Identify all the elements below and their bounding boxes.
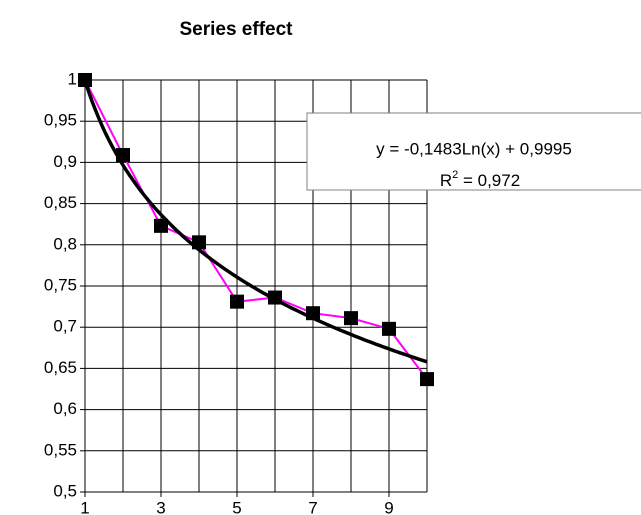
marker xyxy=(192,235,206,250)
x-tick-label: 3 xyxy=(156,498,165,515)
marker xyxy=(420,372,434,387)
r2-part: R xyxy=(440,171,452,190)
x-tick-label: 7 xyxy=(308,498,317,515)
trendline-label-box xyxy=(306,112,641,191)
marker xyxy=(268,290,282,305)
marker xyxy=(382,321,396,336)
y-tick-label: 0,95 xyxy=(44,111,77,130)
marker xyxy=(306,306,320,321)
marker xyxy=(78,73,92,87)
marker xyxy=(154,218,168,233)
y-tick-label: 0,65 xyxy=(44,358,77,377)
marker xyxy=(116,147,130,162)
trendline xyxy=(83,79,428,364)
y-tick-label: 1 xyxy=(68,69,77,88)
y-tick-label: 0,55 xyxy=(44,440,77,459)
y-tick-label: 0,7 xyxy=(53,317,77,336)
marker xyxy=(344,311,358,326)
x-tick-label: 5 xyxy=(232,498,241,515)
x-tick-label: 1 xyxy=(80,498,89,515)
x-tick-label: 9 xyxy=(384,498,393,515)
y-tick-label: 0,6 xyxy=(53,399,77,418)
r2-part: 2 xyxy=(452,169,458,181)
y-tick-label: 0,8 xyxy=(53,234,77,253)
r2-part: = 0,972 xyxy=(458,171,520,190)
y-tick-label: 0,5 xyxy=(53,481,77,500)
y-tick-label: 0,75 xyxy=(44,275,77,294)
trendline-r2: R2 = 0,972 xyxy=(440,169,520,191)
marker xyxy=(230,294,244,309)
trendline-equation: y = -0,1483Ln(x) + 0,9995 xyxy=(376,139,572,158)
chart-title: Series effect xyxy=(179,19,293,40)
y-tick-label: 0,9 xyxy=(53,152,77,171)
y-tick-label: 0,85 xyxy=(44,193,77,212)
